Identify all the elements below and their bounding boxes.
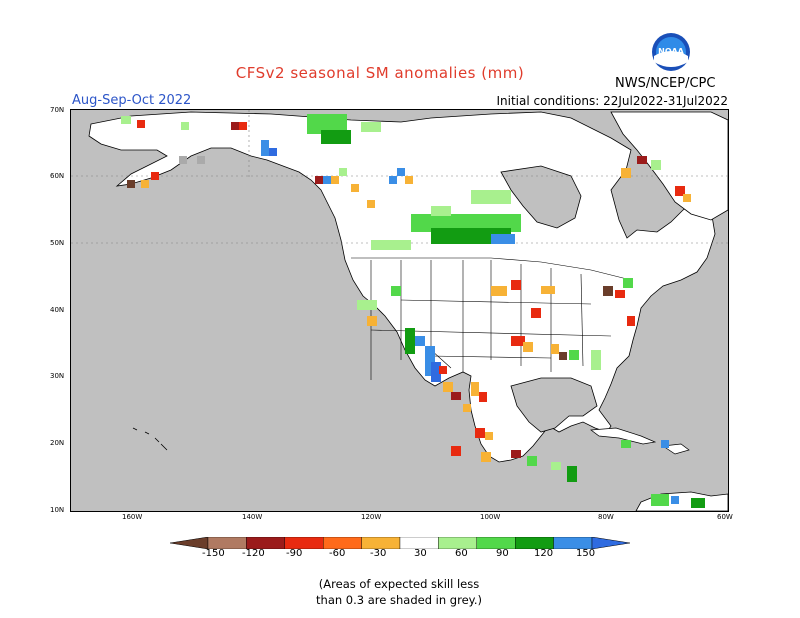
lon-label: 60W — [717, 513, 733, 521]
initial-conditions: Initial conditions: 22Jul2022-31Jul2022 — [496, 94, 728, 108]
cuba-island — [590, 427, 657, 445]
colorbar-label: 90 — [496, 548, 509, 559]
forecast-period: Aug-Sep-Oct 2022 — [72, 93, 192, 108]
lat-label: 50N — [50, 239, 65, 247]
lat-label: 10N — [50, 506, 65, 514]
hispaniola-island — [662, 443, 690, 455]
colorbar-label: 60 — [455, 548, 468, 559]
colorbar-label: 120 — [534, 548, 554, 559]
north-america-land — [88, 111, 716, 463]
logo-text: NOAA — [658, 47, 684, 56]
colorbar-label: -120 — [242, 548, 265, 559]
colorbar-label: -150 — [202, 548, 225, 559]
anomaly-map — [70, 109, 729, 512]
lon-label: 80W — [598, 513, 614, 521]
noaa-logo-icon: NOAA — [652, 33, 690, 71]
lat-label: 70N — [50, 106, 65, 114]
grid-lines — [71, 110, 728, 244]
map-canvas — [71, 110, 728, 511]
map-title: CFSv2 seasonal SM anomalies (mm) — [235, 64, 525, 82]
lat-label: 20N — [50, 439, 65, 447]
colorbar-label: 150 — [576, 548, 596, 559]
lon-label: 140W — [242, 513, 263, 521]
anomaly-cells — [121, 114, 705, 508]
lon-label: 160W — [122, 513, 143, 521]
colorbar-label: -90 — [286, 548, 303, 559]
colorbar-label: 30 — [414, 548, 427, 559]
lat-label: 60N — [50, 172, 65, 180]
gulf-of-mexico — [510, 377, 598, 433]
organization-label: NWS/NCEP/CPC — [615, 76, 716, 91]
colorbar-right-arrow — [591, 537, 630, 549]
lat-label: 30N — [50, 372, 65, 380]
colorbar-cells — [207, 537, 593, 549]
colorbar-label: -60 — [329, 548, 346, 559]
lat-label: 40N — [50, 306, 65, 314]
hawaii-islands — [132, 427, 168, 451]
colorbar — [170, 537, 630, 549]
south-america-land — [635, 491, 728, 511]
lon-label: 120W — [361, 513, 382, 521]
hudson-bay — [500, 165, 582, 229]
lon-label: 100W — [480, 513, 501, 521]
greenland-land — [610, 111, 728, 221]
colorbar-label: -30 — [370, 548, 387, 559]
skill-note-line: (Areas of expected skill less — [318, 577, 480, 591]
skill-note-line: than 0.3 are shaded in grey.) — [316, 593, 482, 607]
skill-note: (Areas of expected skill less than 0.3 a… — [0, 576, 800, 608]
